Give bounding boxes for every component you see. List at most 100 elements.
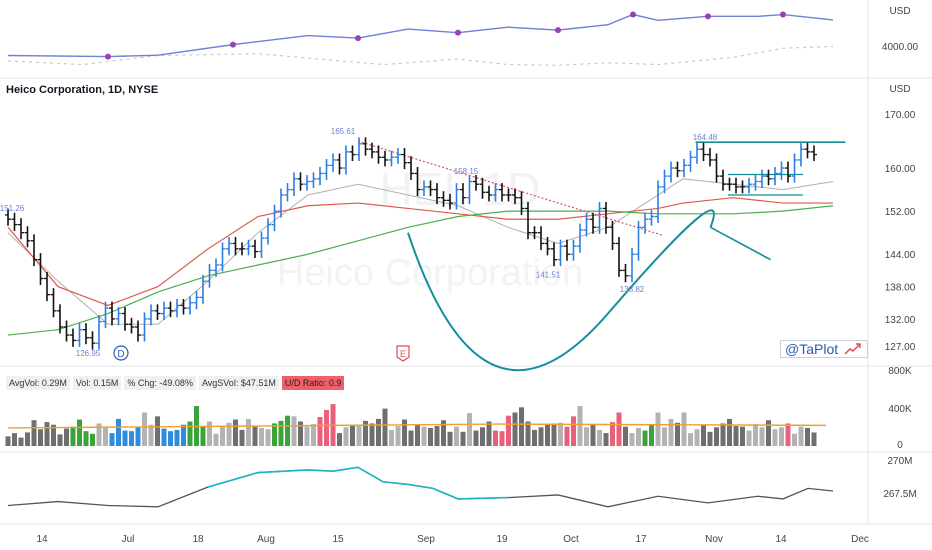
volume-bar [694, 429, 700, 446]
time-tick-label: 15 [332, 534, 344, 545]
ohlc-bar [421, 180, 427, 197]
volume-bar [454, 426, 459, 446]
ohlc-bar [375, 145, 382, 164]
ohlc-bar [245, 239, 252, 256]
ohlc-bar [791, 153, 798, 183]
price-tick-label: 160.00 [885, 164, 916, 175]
volume-bar [246, 418, 251, 446]
ma-red-line [7, 197, 833, 307]
ohlc-bar [590, 212, 596, 234]
volume-bar [532, 429, 537, 446]
ohlc-bar [778, 161, 785, 180]
ohlc-bar [76, 323, 83, 347]
volume-bar [239, 429, 245, 446]
rs-high-dot [555, 27, 561, 34]
volume-tick-label: 800K [888, 366, 912, 377]
brand-label: @TaPlot [785, 341, 839, 357]
volume-bar [538, 427, 544, 446]
downtrend-line [357, 140, 664, 236]
top-tick-label: 4000.00 [882, 42, 919, 53]
ohlc-bar [102, 301, 109, 329]
volume-bar [103, 427, 108, 446]
volume-bar [525, 421, 531, 446]
volume-bar [766, 420, 771, 446]
volume-bar [291, 416, 297, 446]
volume-bar [233, 419, 238, 446]
ohlc-bar [5, 208, 11, 226]
ohlc-bar [434, 183, 440, 205]
avg-dollar-vol-stat: AvgSVol: $47.51M [198, 376, 279, 390]
ohlc-bar [115, 307, 122, 326]
volume-bar [798, 426, 804, 446]
ohlc-bar [661, 169, 668, 194]
volume-bar [688, 433, 693, 446]
ohlc-bar [596, 201, 603, 234]
volume-bar [25, 432, 30, 446]
ohlc-bar [746, 177, 752, 194]
volume-bar [629, 433, 635, 446]
event-markers: D E [113, 345, 410, 362]
ohlc-bar [798, 142, 804, 167]
volume-bar [499, 431, 505, 446]
ohlc-bar [564, 239, 570, 261]
ohlc-bar [219, 242, 226, 272]
ohlc-bar [772, 166, 778, 186]
ohlc-bar [681, 158, 687, 178]
trend-icon [844, 343, 861, 355]
ohlc-bar [466, 175, 473, 205]
brand-badge[interactable]: @TaPlot [780, 340, 868, 358]
rs-high-dot [705, 13, 711, 20]
time-tick-label: Aug [257, 534, 275, 545]
rs-high-dot [355, 35, 361, 42]
volume-bar [616, 412, 622, 446]
ohlc-bar [408, 156, 414, 180]
ohlc-bar [44, 272, 50, 302]
volume-pane [5, 404, 827, 446]
rs-high-dot [230, 41, 236, 48]
volume-bar [148, 424, 154, 446]
ohlc-bar [473, 175, 479, 191]
volume-bar [389, 429, 394, 446]
ohlc-bar [447, 193, 453, 210]
ohlc-bar [284, 183, 291, 202]
volume-average-line [7, 423, 827, 429]
ohlc-bar [518, 191, 525, 215]
price-label: 126.95 [76, 349, 101, 358]
volume-bar [577, 406, 583, 446]
ohlc-bar [382, 150, 388, 167]
volume-bar [161, 428, 167, 446]
ohlc-bar [785, 161, 791, 183]
volume-bar [681, 412, 687, 446]
rs-high-dot [455, 29, 461, 36]
time-tick-label: 18 [192, 534, 204, 545]
volume-bar [5, 436, 11, 446]
grid [0, 0, 932, 525]
volume-bar [506, 415, 511, 446]
ohlc-bar [759, 169, 765, 188]
volume-tick-label: 400K [888, 404, 912, 415]
earnings-marker[interactable] [396, 345, 410, 362]
volume-bar [90, 433, 95, 446]
dividend-marker[interactable] [113, 345, 129, 361]
ohlc-bar [642, 212, 648, 234]
obv-tick-label: 267.5M [883, 489, 916, 500]
ohlc-bar [187, 296, 193, 315]
volume-bar [746, 430, 752, 446]
volume-bar [415, 424, 420, 446]
volume-bar [792, 433, 797, 446]
ohlc-bar [752, 175, 759, 191]
time-tick-label: Dec [851, 534, 869, 545]
volume-bar [655, 412, 661, 446]
ma-gray-line [7, 178, 834, 325]
volume-bar [77, 419, 82, 446]
time-tick-label: 14 [36, 534, 48, 545]
ohlc-bar [135, 320, 141, 342]
obv-tick-label: 270M [887, 456, 912, 467]
ohlc-bar [11, 212, 18, 232]
ohlc-bar [167, 301, 174, 318]
volume-bar [395, 426, 401, 446]
time-tick-label: 14 [775, 534, 787, 545]
volume-bar [18, 437, 24, 446]
volume-bar [597, 429, 602, 446]
